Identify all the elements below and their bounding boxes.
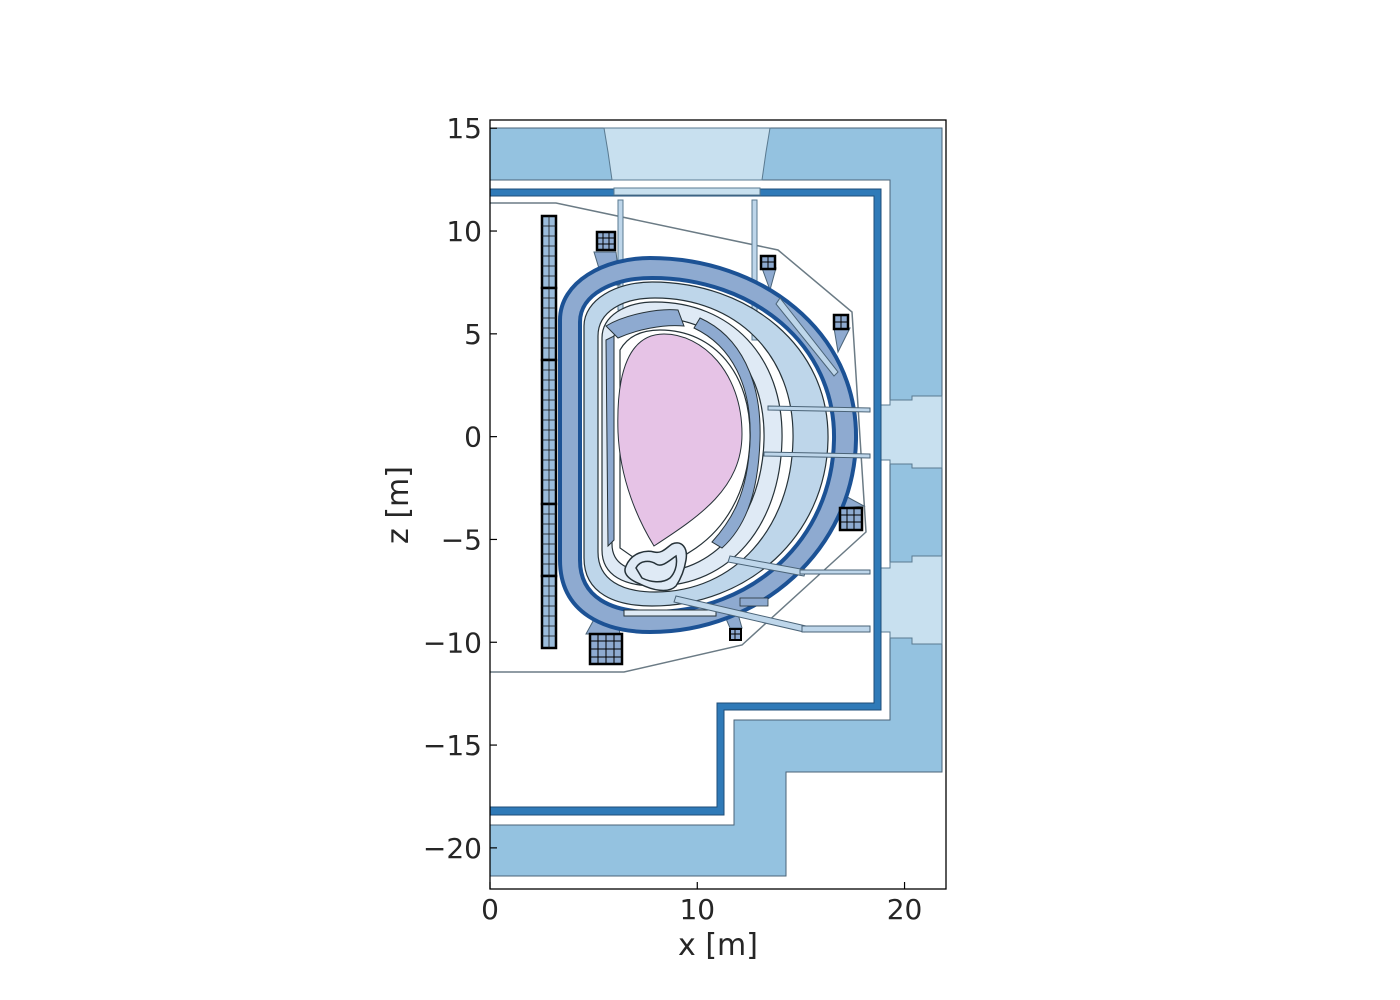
y-tick-label: 5 — [464, 318, 482, 351]
upper-port-pipe-right — [751, 199, 758, 341]
pf-coil-6 — [729, 628, 742, 641]
upper-port-duct — [613, 187, 761, 196]
y-tick-label: 10 — [446, 215, 482, 248]
y-tick-label: −20 — [423, 832, 482, 865]
pf-coils — [588, 230, 864, 666]
port-ducts — [673, 297, 871, 633]
vacuum-vessel — [558, 255, 859, 635]
y-tick-label: −15 — [423, 729, 482, 762]
lower-duct-2 — [799, 569, 871, 575]
divertor-cassette — [623, 609, 717, 617]
equatorial-duct-upper — [767, 405, 871, 413]
divertor — [624, 542, 688, 592]
lower-port-plug — [873, 555, 943, 645]
cryostat — [489, 127, 943, 877]
blanket-outer-ring — [583, 281, 829, 607]
y-axis: 15 10 5 0 −5 −10 −15 −20 — [423, 112, 497, 865]
y-tick-label: 15 — [446, 112, 482, 145]
plasma — [617, 333, 743, 547]
upper-right-duct — [775, 297, 839, 377]
x-axis-label: x [m] — [678, 928, 758, 963]
equatorial-port-plug — [873, 395, 943, 469]
outer-boundary — [490, 202, 867, 673]
y-tick-label: 0 — [464, 421, 482, 454]
blanket-right-segment — [693, 317, 761, 549]
pf-coil-2 — [759, 254, 777, 271]
pf-coil-1 — [595, 230, 617, 252]
lower-duct-4 — [801, 625, 871, 633]
blanket-left-segment — [605, 335, 615, 548]
y-tick-label: −10 — [423, 626, 482, 659]
pf-coil-5 — [588, 632, 624, 666]
x-tick-label: 20 — [887, 893, 923, 926]
pf-coil-4 — [838, 506, 864, 532]
blanket-upper-segment — [605, 309, 685, 339]
y-tick-label: −5 — [441, 523, 482, 556]
equatorial-duct-lower — [763, 451, 871, 459]
y-axis-label: z [m] — [381, 466, 416, 544]
pf-coil-3 — [832, 313, 850, 331]
central-solenoid — [540, 214, 558, 650]
x-tick-label: 0 — [481, 893, 499, 926]
lower-duct-1 — [727, 555, 807, 577]
plot-frame — [489, 119, 947, 890]
lower-blanket-block — [739, 597, 769, 607]
support-right-upper — [833, 327, 851, 354]
x-axis: 0 10 20 — [481, 882, 922, 926]
upper-port-plug — [603, 127, 771, 181]
x-tick-label: 10 — [679, 893, 715, 926]
